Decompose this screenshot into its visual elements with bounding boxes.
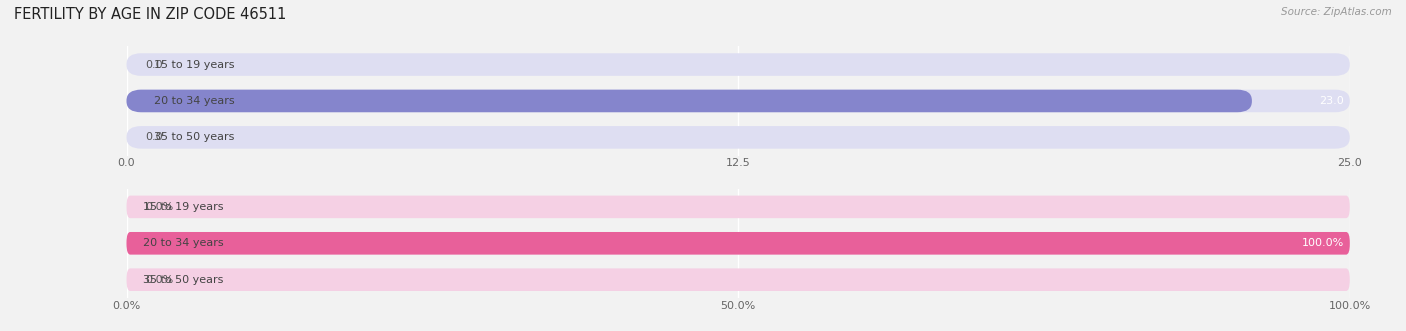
FancyBboxPatch shape bbox=[127, 90, 1251, 112]
Text: 0.0: 0.0 bbox=[145, 132, 163, 142]
FancyBboxPatch shape bbox=[127, 53, 1350, 76]
Text: FERTILITY BY AGE IN ZIP CODE 46511: FERTILITY BY AGE IN ZIP CODE 46511 bbox=[14, 7, 287, 22]
Text: 15 to 19 years: 15 to 19 years bbox=[153, 60, 235, 70]
Text: 0.0: 0.0 bbox=[145, 60, 163, 70]
Text: 20 to 34 years: 20 to 34 years bbox=[153, 96, 235, 106]
FancyBboxPatch shape bbox=[127, 232, 1350, 255]
Text: 0.0%: 0.0% bbox=[145, 275, 173, 285]
FancyBboxPatch shape bbox=[127, 232, 1350, 255]
FancyBboxPatch shape bbox=[127, 196, 1350, 218]
FancyBboxPatch shape bbox=[127, 268, 1350, 291]
Text: 100.0%: 100.0% bbox=[1302, 238, 1344, 248]
Text: 20 to 34 years: 20 to 34 years bbox=[142, 238, 224, 248]
Text: 35 to 50 years: 35 to 50 years bbox=[142, 275, 224, 285]
FancyBboxPatch shape bbox=[127, 90, 1350, 112]
Text: 23.0: 23.0 bbox=[1319, 96, 1344, 106]
Text: Source: ZipAtlas.com: Source: ZipAtlas.com bbox=[1281, 7, 1392, 17]
FancyBboxPatch shape bbox=[127, 126, 1350, 149]
Text: 15 to 19 years: 15 to 19 years bbox=[142, 202, 224, 212]
Text: 35 to 50 years: 35 to 50 years bbox=[153, 132, 235, 142]
Text: 0.0%: 0.0% bbox=[145, 202, 173, 212]
